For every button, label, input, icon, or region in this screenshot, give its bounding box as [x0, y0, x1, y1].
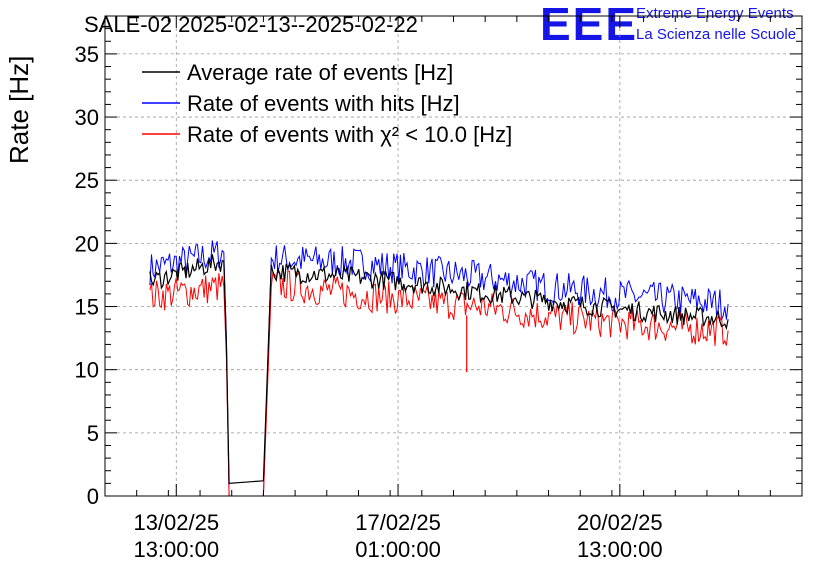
series-line-chi2 [149, 270, 729, 497]
grid [105, 16, 802, 496]
x-tick-time: 13:00:00 [133, 537, 219, 562]
y-tick-label: 25 [75, 168, 99, 193]
y-tick-label: 15 [75, 295, 99, 320]
y-tick-label: 10 [75, 358, 99, 383]
x-tick-date: 13/02/25 [133, 510, 219, 535]
eee-logo: EEE [540, 0, 638, 50]
logo-line-2: La Scienza nelle Scuole [636, 26, 796, 43]
plot-frame [104, 15, 803, 497]
data-series [149, 240, 729, 497]
legend-label-chi2: Rate of events with χ² < 10.0 [Hz] [187, 122, 512, 147]
y-tick-label: 20 [75, 231, 99, 256]
legend-label-average: Average rate of events [Hz] [187, 60, 453, 85]
x-tick-time: 01:00:00 [355, 537, 441, 562]
y-tick-label: 0 [87, 484, 99, 509]
x-tick-date: 20/02/25 [577, 510, 663, 535]
y-tick-label: 35 [75, 42, 99, 67]
legend: Average rate of events [Hz] Rate of even… [142, 60, 512, 147]
x-tick-date: 17/02/25 [355, 510, 441, 535]
y-tick-label: 5 [87, 421, 99, 446]
series-line-average [149, 254, 729, 485]
y-axis-label: Rate [Hz] [4, 56, 34, 164]
series-line-hits [149, 240, 729, 497]
y-tick-label: 30 [75, 105, 99, 130]
x-tick-time: 13:00:00 [577, 537, 663, 562]
legend-label-hits: Rate of events with hits [Hz] [187, 91, 460, 116]
